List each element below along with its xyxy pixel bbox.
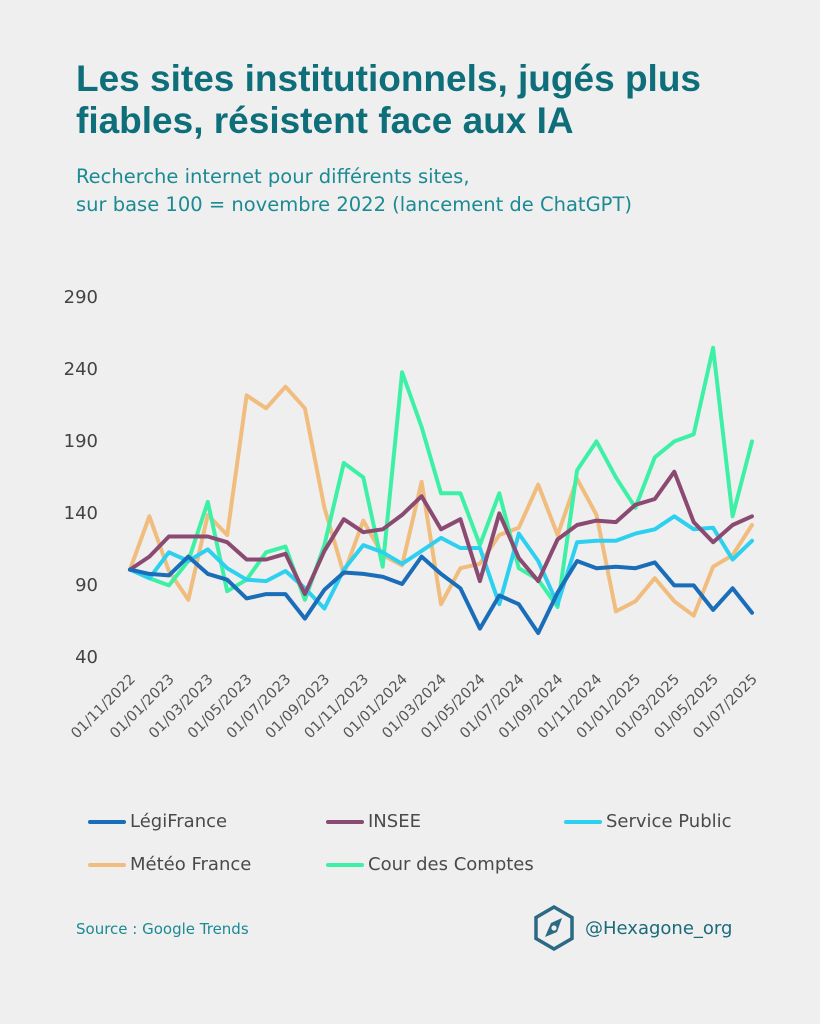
series-line-legifrance (128, 554, 754, 635)
legend-label-service-public: Service Public (606, 811, 732, 832)
legend-label-insee: INSEE (368, 811, 421, 832)
y-tick-label: 290 (64, 287, 98, 308)
chart-title: Les sites institutionnels, jugés plus fi… (76, 58, 702, 141)
hexagon-compass-icon (534, 905, 574, 951)
y-axis: 40 90 140 190 240 290 (64, 287, 98, 668)
y-tick-label: 140 (64, 503, 98, 524)
y-tick-label: 190 (64, 431, 98, 452)
y-tick-label: 40 (75, 647, 98, 668)
y-tick-label: 240 (64, 359, 98, 380)
legend-swatch-legifrance (88, 819, 126, 824)
series-line-insee (128, 469, 754, 597)
series-lines (128, 345, 754, 635)
chart-subtitle: Recherche internet pour différents sites… (76, 163, 776, 219)
y-tick-label: 90 (75, 575, 98, 596)
source-note: Source : Google Trends (76, 920, 249, 938)
legend-item-cour-des-comptes: Cour des Comptes (326, 854, 534, 875)
subtitle-line-2: sur base 100 = novembre 2022 (lancement … (76, 193, 632, 216)
legend: LégiFrance INSEE Service Public Météo Fr… (88, 808, 788, 888)
legend-label-legifrance: LégiFrance (130, 811, 228, 832)
legend-item-service-public: Service Public (564, 811, 732, 832)
line-chart: 40 90 140 190 240 290 01/11/202201/01/202301/… (64, 287, 761, 742)
legend-item-insee: INSEE (326, 811, 421, 832)
brand-handle: @Hexagone_org (585, 917, 733, 939)
legend-label-cour-des-comptes: Cour des Comptes (368, 854, 534, 875)
legend-item-legifrance: LégiFrance (88, 811, 227, 832)
series-line-meteo-france (128, 384, 754, 618)
legend-swatch-cour-des-comptes (326, 862, 364, 867)
legend-swatch-insee (326, 819, 364, 824)
subtitle-line-1: Recherche internet pour différents sites… (76, 165, 470, 188)
x-axis: 01/11/202201/01/202301/03/202301/05/2023… (68, 672, 760, 742)
legend-label-meteo-france: Météo France (130, 854, 252, 875)
legend-swatch-service-public (564, 819, 602, 824)
brand: @Hexagone_org (533, 905, 732, 951)
legend-swatch-meteo-france (88, 862, 126, 867)
legend-item-meteo-france: Météo France (88, 854, 251, 875)
series-line-service-public (128, 514, 754, 611)
